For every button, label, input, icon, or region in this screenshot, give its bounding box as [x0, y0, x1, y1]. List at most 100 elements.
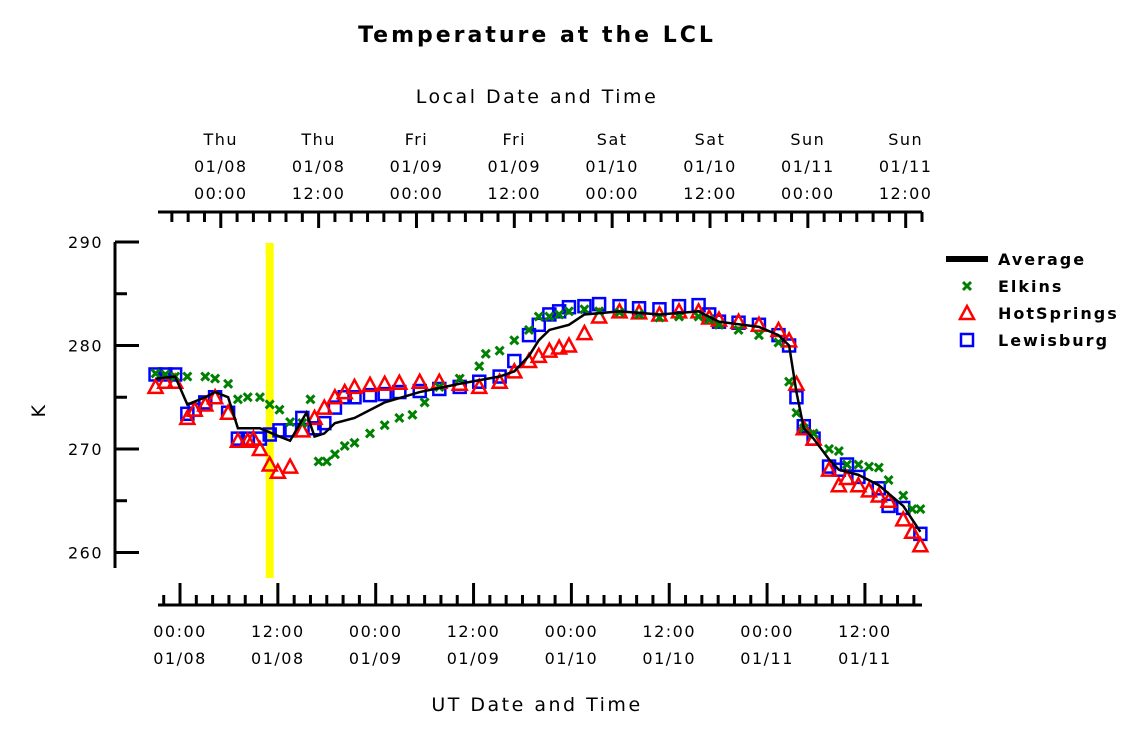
data-point-elkins [883, 474, 894, 486]
data-point-hotsprings [410, 372, 429, 389]
data-point-hotsprings [268, 462, 287, 480]
data-point-elkins [150, 368, 161, 379]
x-tick-label-time: 12:00 [251, 622, 305, 641]
y-tick-label: 260 [68, 543, 103, 562]
data-point-elkins [533, 311, 544, 322]
top-tick-label-day: Sun [790, 130, 825, 149]
x-marker-stroke [339, 440, 350, 451]
x-tick-label-date: 01/10 [545, 649, 599, 668]
x-marker-stroke [898, 490, 909, 501]
legend: Average Elkins HotSprings Lewisburg [946, 250, 1117, 350]
data-point-hotsprings [178, 408, 197, 426]
data-point-elkins [523, 324, 535, 336]
x-marker-stroke [285, 417, 296, 428]
data-point-hotsprings [228, 431, 247, 448]
data-point-lewisburg [377, 386, 392, 402]
x-marker-stroke [753, 330, 764, 341]
top-tick-label-time: 12:00 [879, 184, 933, 203]
x-marker-stroke [364, 428, 376, 439]
x-marker-stroke [883, 474, 894, 486]
data-point-hotsprings [375, 374, 394, 392]
data-point-lewisburg [577, 298, 592, 314]
top-tick-label-date: 01/10 [585, 157, 639, 176]
x-marker-stroke [321, 456, 332, 467]
data-point-elkins [753, 330, 764, 341]
x-marker-stroke [329, 449, 340, 460]
x-marker-stroke [873, 462, 884, 473]
x-marker-stroke [634, 309, 645, 320]
data-point-elkins [364, 428, 376, 439]
legend-label: Lewisburg [998, 331, 1109, 350]
data-point-hotsprings [794, 418, 813, 436]
data-point-hotsprings [293, 420, 312, 438]
data-point-elkins [480, 348, 491, 359]
data-point-lewisburg [362, 387, 378, 403]
data-point-elkins [579, 304, 590, 315]
data-point-elkins [182, 371, 193, 382]
y-tick-label: 270 [68, 440, 103, 459]
x-marker-stroke [305, 394, 316, 405]
x-marker-stroke [349, 437, 360, 448]
data-point-elkins [339, 440, 350, 451]
data-point-hotsprings [238, 431, 257, 448]
data-point-lewisburg [507, 353, 522, 369]
y-tick-label: 280 [68, 336, 103, 355]
x-marker-stroke [254, 392, 265, 403]
data-point-elkins [454, 373, 465, 384]
data-point-hotsprings [869, 485, 888, 503]
data-point-hotsprings [490, 372, 509, 389]
data-point-elkins [773, 337, 784, 348]
top-tick-label-date: 01/08 [194, 157, 248, 176]
top-tick-label-time: 00:00 [585, 184, 639, 203]
data-point-hotsprings [205, 387, 225, 405]
data-point-elkins [242, 392, 253, 403]
data-point-hotsprings [305, 408, 324, 426]
x-marker-stroke [242, 392, 253, 403]
top-tick-label-day: Sun [888, 130, 923, 149]
x-marker-stroke [579, 304, 590, 315]
data-point-elkins [823, 443, 835, 455]
top-tick-label-day: Fri [405, 130, 429, 149]
top-tick-label-day: Thu [203, 130, 239, 149]
x-tick-label-date: 01/11 [740, 649, 794, 668]
top-tick-label-time: 12:00 [488, 184, 542, 203]
legend-swatch-x [961, 280, 973, 292]
x-marker-stroke [907, 503, 918, 515]
top-tick-label-date: 01/09 [390, 157, 444, 176]
data-point-hotsprings [559, 335, 579, 353]
data-point-lewisburg [531, 317, 547, 333]
data-point-elkins [313, 456, 324, 467]
chart-title: Temperature at the LCL [358, 23, 716, 48]
data-point-elkins [841, 459, 853, 470]
data-point-hotsprings [345, 377, 364, 395]
legend-label: Elkins [998, 277, 1063, 296]
x-tick-label-time: 00:00 [545, 622, 599, 641]
x-marker-stroke [182, 371, 193, 382]
data-point-elkins [329, 449, 340, 460]
data-point-elkins [223, 378, 234, 389]
data-point-hotsprings [575, 323, 594, 341]
data-point-hotsprings [804, 428, 823, 446]
data-point-elkins [563, 306, 575, 317]
x-marker-stroke [394, 412, 405, 423]
axes: 260 270 280 290 00:00 01/08 12:00 01/08 00:00 01/… [68, 130, 933, 668]
data-point-hotsprings [244, 428, 263, 446]
data-point-elkins [349, 437, 360, 448]
x-marker-stroke [150, 368, 161, 379]
plot-area [146, 243, 930, 578]
top-tick-label-day: Thu [300, 130, 336, 149]
data-point-hotsprings [360, 375, 380, 393]
data-point-lewisburg [542, 307, 557, 322]
y-axis-label: K [28, 403, 50, 418]
y-tick-label: 290 [68, 233, 103, 252]
data-point-hotsprings [837, 468, 857, 486]
top-tick-label-date: 01/10 [683, 157, 737, 176]
x-marker-stroke [494, 345, 505, 356]
x-marker-stroke [544, 311, 555, 322]
x-marker-stroke [961, 280, 973, 292]
data-point-hotsprings [166, 372, 185, 389]
data-point-elkins [305, 394, 316, 405]
data-point-hotsprings [390, 373, 409, 390]
data-point-elkins [784, 376, 795, 387]
